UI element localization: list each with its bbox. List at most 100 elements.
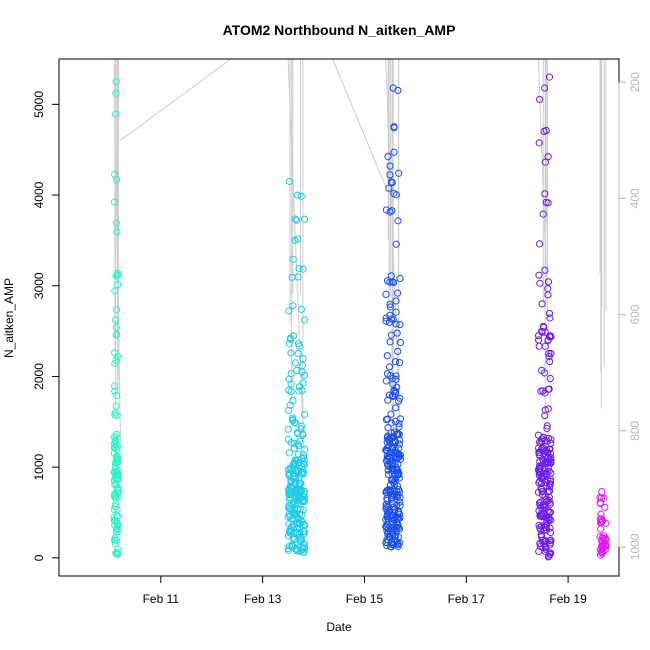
data-point [386, 162, 394, 170]
data-point [295, 387, 303, 395]
data-point [290, 444, 298, 452]
data-point [111, 468, 119, 476]
data-point [394, 347, 402, 355]
data-point [386, 208, 394, 216]
data-point [298, 362, 306, 370]
data-point [545, 480, 553, 488]
data-point [298, 468, 306, 477]
data-point [386, 533, 394, 541]
right-tick-label: 800 [628, 420, 642, 440]
data-point [541, 84, 549, 92]
data-point [285, 528, 293, 536]
data-point [394, 289, 402, 297]
data-point [542, 198, 550, 206]
data-point [110, 382, 119, 390]
data-point [286, 488, 294, 497]
data-point [395, 423, 403, 431]
data-point [383, 352, 391, 360]
data-point [114, 545, 122, 553]
data-point [547, 459, 555, 467]
data-point [385, 184, 393, 192]
data-point [290, 505, 299, 513]
data-point [386, 543, 395, 551]
data-point [289, 302, 297, 310]
data-point [538, 474, 546, 483]
data-point [386, 171, 394, 179]
data-point [285, 375, 293, 383]
data-point [294, 456, 302, 464]
data-point [394, 86, 402, 95]
x-tick-label: Feb 19 [549, 592, 587, 606]
data-point [110, 198, 119, 206]
data-point [383, 496, 391, 504]
data-point [289, 414, 297, 422]
data-point [389, 492, 397, 500]
data-point [391, 470, 399, 479]
data-point [111, 521, 119, 529]
data-point [300, 451, 308, 459]
data-point [113, 391, 121, 400]
data-point [112, 459, 120, 467]
data-point [547, 549, 555, 557]
data-point [384, 424, 392, 432]
data-point [297, 422, 306, 430]
data-point [382, 377, 390, 385]
data-point [543, 446, 551, 454]
data-point [395, 524, 403, 532]
data-point [543, 468, 551, 476]
data-point [392, 404, 400, 412]
data-point [545, 349, 553, 358]
data-point [385, 363, 394, 371]
data-point [299, 506, 307, 514]
data-point [394, 217, 402, 225]
data-point [537, 387, 545, 395]
data-point [110, 444, 119, 452]
data-point [300, 316, 309, 324]
data-points [110, 73, 610, 561]
data-point [113, 228, 121, 236]
data-point [597, 515, 606, 523]
data-point [396, 358, 404, 367]
data-point [545, 333, 554, 341]
data-point [295, 264, 303, 272]
data-point [113, 176, 121, 184]
data-point [300, 520, 308, 529]
data-point [112, 272, 120, 280]
data-point [546, 314, 554, 322]
right-tick-label: 600 [628, 304, 642, 324]
data-point [387, 525, 396, 533]
data-point [385, 532, 393, 541]
data-point [394, 533, 403, 541]
data-point [543, 424, 551, 432]
data-point [596, 493, 604, 502]
data-point [295, 340, 303, 348]
data-point [390, 428, 398, 436]
y-tick-label: 1000 [32, 453, 46, 480]
data-point [536, 542, 545, 551]
data-point [285, 339, 293, 348]
data-point [392, 297, 400, 305]
data-point [382, 505, 390, 513]
data-point [284, 425, 292, 433]
data-point [384, 415, 392, 423]
y-tick-label: 2000 [32, 363, 46, 390]
data-point [545, 352, 553, 361]
data-point [290, 418, 299, 427]
data-point [392, 240, 400, 248]
data-point [544, 507, 552, 515]
data-point [534, 431, 543, 439]
data-point [387, 410, 395, 418]
data-point [296, 547, 305, 555]
data-point [541, 190, 549, 198]
data-point [596, 499, 604, 507]
data-point [300, 410, 309, 419]
data-point [598, 544, 606, 552]
data-point [388, 391, 397, 400]
data-point [292, 519, 300, 527]
altitude-line [332, 58, 387, 187]
data-point [110, 513, 118, 521]
data-point [389, 499, 397, 507]
data-point [545, 514, 553, 522]
data-point [388, 178, 396, 187]
data-point [537, 470, 545, 478]
